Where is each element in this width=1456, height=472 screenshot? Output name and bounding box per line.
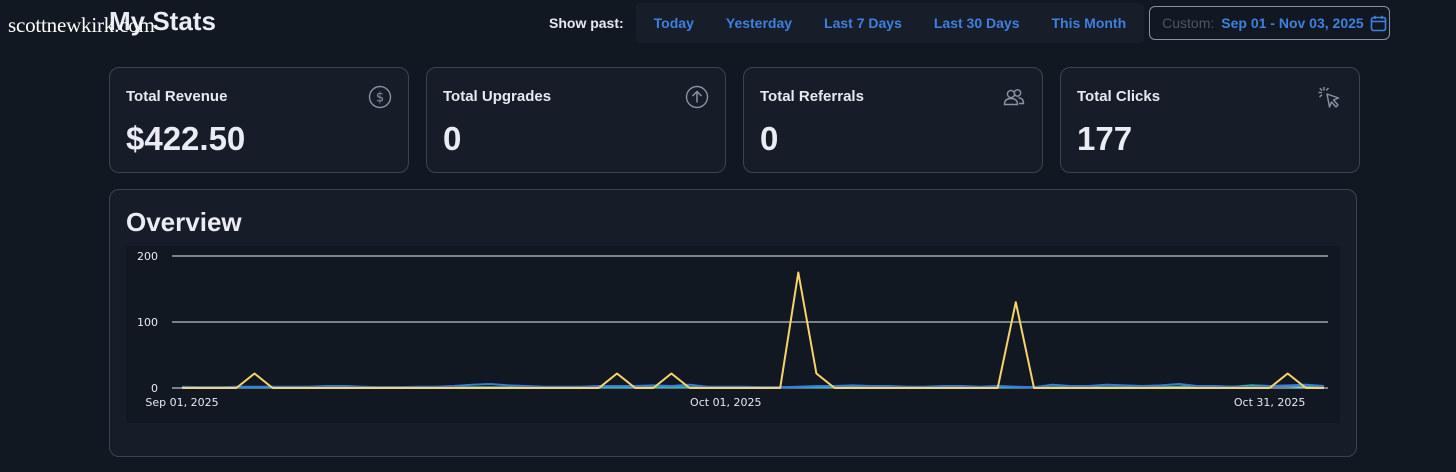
range-yesterday-button[interactable]: Yesterday (725, 15, 793, 31)
card-value: 0 (760, 120, 779, 157)
stat-card-total-clicks: Total Clicks 177 (1060, 67, 1360, 173)
y-tick-label: 200 (137, 250, 158, 263)
custom-date-range-picker[interactable]: Custom: Sep 01 - Nov 03, 2025 (1149, 6, 1391, 40)
users-icon (1002, 85, 1026, 114)
card-label: Total Clicks (1077, 88, 1161, 105)
cursor-click-icon (1317, 85, 1343, 116)
x-tick-label: Oct 31, 2025 (1234, 396, 1306, 409)
site-watermark: scottnewkirk.com (8, 13, 155, 37)
calendar-icon[interactable] (1370, 15, 1387, 32)
range-this-month-button[interactable]: This Month (1051, 15, 1127, 31)
y-tick-label: 0 (151, 382, 158, 395)
y-tick-label: 100 (137, 316, 158, 329)
range-last-7-days-button[interactable]: Last 7 Days (824, 15, 902, 31)
x-tick-label: Oct 01, 2025 (690, 396, 762, 409)
card-label: Total Revenue (126, 88, 228, 105)
svg-text:$: $ (376, 91, 384, 106)
stat-cards: Total Revenue $422.50 $ Total Upgrades 0… (109, 67, 1360, 173)
card-value: $422.50 (126, 120, 246, 157)
card-value: 177 (1077, 120, 1133, 157)
stat-card-total-revenue: Total Revenue $422.50 $ (109, 67, 409, 173)
overview-panel: Overview 0 100 200 Sep 01, 2025 Oct 01, 2025… (109, 189, 1357, 457)
card-value: 0 (443, 120, 462, 157)
page-title: My Stats (109, 6, 216, 36)
custom-range-label: Custom: (1162, 15, 1215, 31)
stat-card-total-referrals: Total Referrals 0 (743, 67, 1043, 173)
range-button-group: Today Yesterday Last 7 Days Last 30 Days… (635, 3, 1145, 43)
overview-chart-svg: 0 100 200 Sep 01, 2025 Oct 01, 2025 Oct 31, 2… (137, 250, 1328, 409)
stat-card-total-upgrades: Total Upgrades 0 (426, 67, 726, 173)
overview-chart: 0 100 200 Sep 01, 2025 Oct 01, 2025 Oct 31, 2… (126, 246, 1340, 423)
card-label: Total Referrals (760, 88, 864, 105)
dollar-circle-icon: $ (368, 85, 392, 114)
series-line-1 (182, 271, 1324, 389)
range-today-button[interactable]: Today (653, 15, 694, 31)
date-filter-bar: Show past: Today Yesterday Last 7 Days L… (549, 3, 1391, 43)
overview-title: Overview (126, 207, 242, 237)
card-label: Total Upgrades (443, 88, 552, 105)
custom-range-value: Sep 01 - Nov 03, 2025 (1221, 15, 1364, 31)
arrow-up-circle-icon (685, 85, 709, 114)
x-tick-label: Sep 01, 2025 (145, 396, 218, 409)
range-last-30-days-button[interactable]: Last 30 Days (933, 15, 1020, 31)
show-past-label: Show past: (549, 15, 624, 31)
